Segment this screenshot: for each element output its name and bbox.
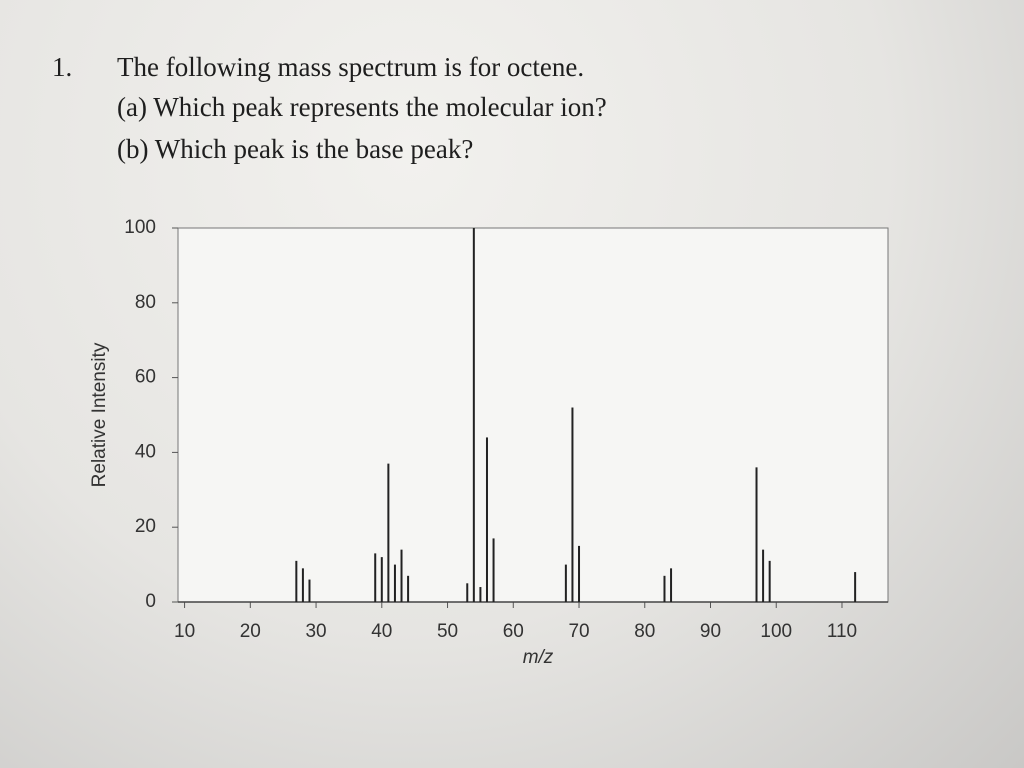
x-tick-label: 70 xyxy=(568,621,589,642)
peak xyxy=(578,545,581,602)
peak xyxy=(670,568,673,602)
peak xyxy=(755,467,758,602)
peak xyxy=(407,575,410,602)
y-tick-label: 100 xyxy=(124,217,156,238)
plot-frame xyxy=(177,227,889,603)
y-tick-label: 60 xyxy=(135,367,156,388)
x-tick-label: 30 xyxy=(305,621,326,642)
peak xyxy=(663,575,666,602)
x-tick-label: 110 xyxy=(827,621,857,642)
y-tick-label: 0 xyxy=(145,591,156,612)
y-tick-label: 80 xyxy=(135,292,156,313)
y-tick-label: 20 xyxy=(135,516,156,537)
x-tick-label: 60 xyxy=(503,621,524,642)
peak xyxy=(295,560,298,602)
peak xyxy=(571,407,574,602)
x-axis-label: m/z xyxy=(523,647,554,668)
peak xyxy=(768,560,771,602)
peak xyxy=(380,557,383,602)
peak xyxy=(301,568,304,602)
peak xyxy=(308,579,311,602)
x-tick-label: 90 xyxy=(700,621,721,642)
x-tick-label: 80 xyxy=(634,621,655,642)
peak xyxy=(762,549,765,602)
y-tick-label: 40 xyxy=(135,441,156,462)
peak xyxy=(387,463,390,602)
peak xyxy=(479,587,482,602)
peak xyxy=(485,437,488,602)
peak xyxy=(564,564,567,602)
x-tick-label: 100 xyxy=(760,621,792,642)
peak xyxy=(400,549,403,602)
question-line: The following mass spectrum is for octen… xyxy=(117,52,585,82)
peak xyxy=(374,553,377,602)
peak xyxy=(466,583,469,602)
question-line: (a) Which peak represents the molecular … xyxy=(117,92,607,122)
question-line: (b) Which peak is the base peak? xyxy=(117,134,474,164)
peak xyxy=(854,572,857,602)
x-tick-label: 50 xyxy=(437,621,458,642)
question-number: 1. xyxy=(52,52,73,82)
peak xyxy=(472,228,475,602)
peak xyxy=(492,538,495,602)
peak xyxy=(393,564,396,602)
y-axis-label: Relative Intensity xyxy=(89,342,110,487)
x-tick-label: 20 xyxy=(240,621,261,642)
x-tick-label: 10 xyxy=(174,621,195,642)
x-tick-label: 40 xyxy=(371,621,392,642)
